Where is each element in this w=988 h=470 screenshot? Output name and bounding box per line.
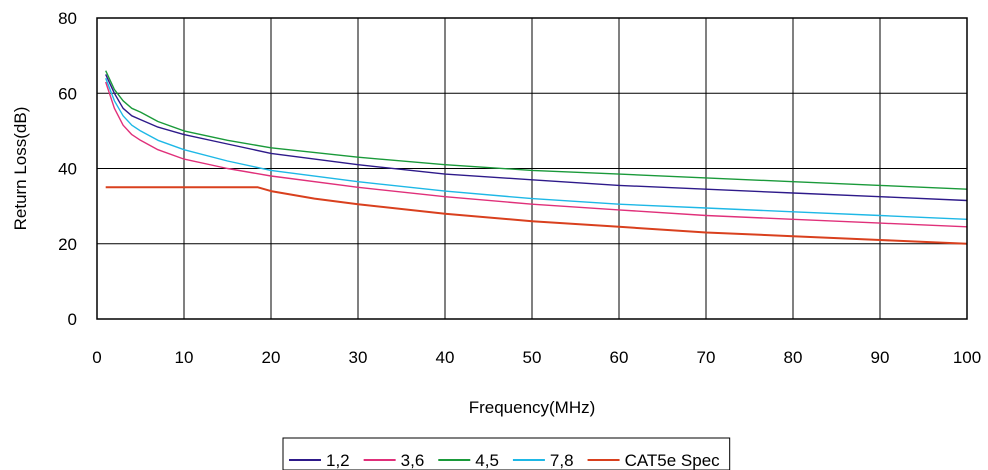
x-tick-label-9: 90 (871, 348, 890, 367)
x-tick-label-10: 100 (953, 348, 981, 367)
x-tick-labels: 0 10 20 30 40 50 60 70 80 90 100 (92, 348, 981, 367)
x-tick-label-5: 50 (523, 348, 542, 367)
x-tick-label-3: 30 (349, 348, 368, 367)
series-lines (105, 70, 968, 245)
y-axis-title: Return Loss(dB) (11, 107, 30, 231)
series-line-4 (105, 186, 968, 245)
y-tick-label-3: 60 (58, 84, 77, 103)
y-tick-label-1: 20 (58, 235, 77, 254)
series-line-2 (105, 70, 968, 190)
x-tick-label-7: 70 (697, 348, 716, 367)
y-tick-label-4: 80 (58, 9, 77, 28)
legend-label-2: 4,5 (475, 451, 499, 470)
x-tick-label-1: 10 (175, 348, 194, 367)
legend-label-3: 7,8 (550, 451, 574, 470)
legend-label-1: 3,6 (401, 451, 425, 470)
series-line-1 (105, 81, 968, 228)
y-tick-label-0: 0 (68, 310, 77, 329)
y-tick-labels: 0 20 40 60 80 (58, 9, 77, 329)
x-tick-label-4: 40 (436, 348, 455, 367)
plot-frame (96, 17, 968, 320)
legend-box (282, 437, 731, 470)
legend-label-4: CAT5e Spec (625, 451, 721, 470)
x-tick-label-6: 60 (610, 348, 629, 367)
legend-label-0: 1,2 (326, 451, 350, 470)
series-line-3 (105, 77, 968, 220)
x-tick-label-8: 80 (784, 348, 803, 367)
y-tick-label-2: 40 (58, 160, 77, 179)
series-line-0 (105, 74, 968, 202)
x-tick-label-0: 0 (92, 348, 101, 367)
x-tick-label-2: 20 (262, 348, 281, 367)
legend: 1,2 3,6 4,5 7,8 CAT5e Spec (282, 437, 731, 470)
x-axis-title: Frequency(MHz) (469, 398, 596, 417)
